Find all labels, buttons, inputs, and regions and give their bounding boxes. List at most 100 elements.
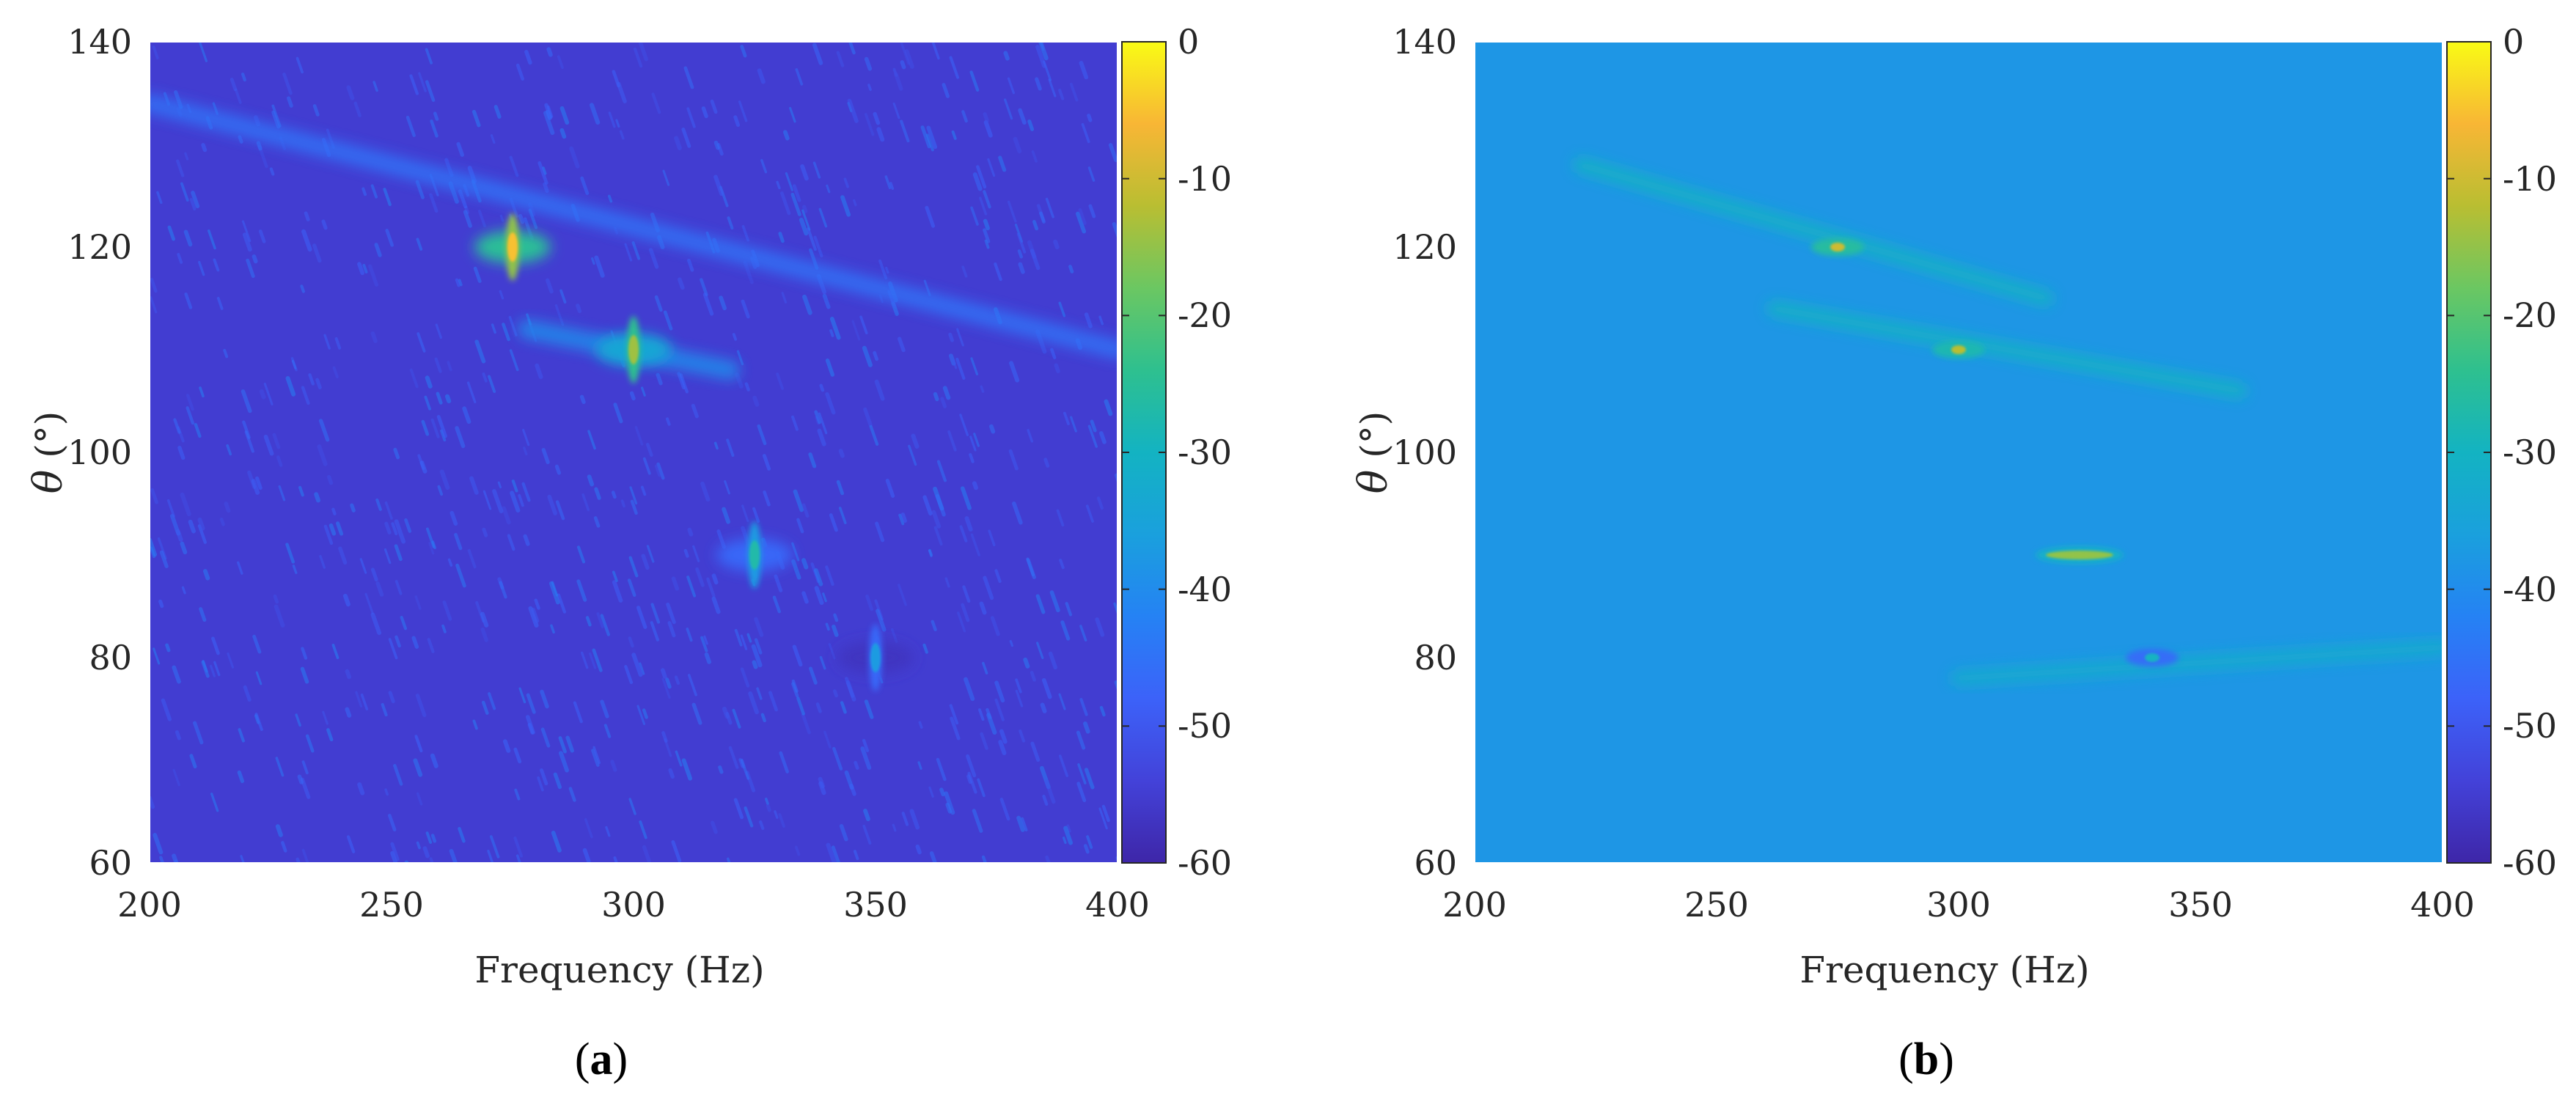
noise-speck <box>332 366 339 378</box>
noise-speck <box>1098 315 1104 326</box>
noise-speck <box>557 593 567 614</box>
noise-speck <box>499 214 504 222</box>
noise-speck <box>425 831 433 844</box>
noise-speck <box>433 111 439 121</box>
noise-speck <box>1023 657 1030 669</box>
noise-speck <box>186 394 194 411</box>
noise-speck <box>181 586 186 595</box>
noise-speck <box>1007 200 1017 223</box>
noise-speck <box>1086 835 1093 849</box>
noise-speck <box>414 595 422 610</box>
noise-speck <box>394 544 403 562</box>
colorbar-tick-label: -40 <box>1178 570 1232 609</box>
noise-speck <box>743 260 754 284</box>
noise-speck <box>660 668 667 679</box>
noise-speck <box>847 98 859 123</box>
noise-speck <box>911 433 920 449</box>
noise-speck <box>364 592 374 614</box>
noise-speck <box>153 833 164 855</box>
noise-speck <box>838 449 845 458</box>
heatmap-panel-b: 140 120 100 80 60 200 250 300 350 400 Fr… <box>1350 22 2557 1084</box>
noise-speck <box>713 441 719 450</box>
noise-speck <box>409 368 419 389</box>
noise-speck <box>1058 89 1065 100</box>
noise-speck <box>417 332 426 353</box>
noise-speck <box>741 225 749 242</box>
noise-speck <box>789 106 796 123</box>
noise-speck <box>807 227 817 251</box>
noise-speck <box>1063 826 1074 845</box>
noise-speck <box>535 363 543 380</box>
noise-speck <box>825 392 836 415</box>
noise-speck <box>641 554 650 570</box>
x-ticks-b: 200 250 300 350 400 <box>1442 885 2475 925</box>
noise-speck <box>796 696 805 716</box>
noise-speck <box>823 730 832 749</box>
noise-speck <box>531 607 540 623</box>
noise-speck <box>305 734 315 753</box>
x-tick-label: 350 <box>2168 885 2233 925</box>
noise-speck <box>687 527 694 537</box>
noise-speck <box>482 490 492 510</box>
noise-speck <box>867 84 872 91</box>
features-b <box>1573 157 2443 686</box>
noise-speck <box>600 699 609 718</box>
noise-speck <box>892 823 897 832</box>
noise-speck <box>619 130 625 140</box>
noise-speck <box>430 753 438 768</box>
y-axis-label-b: θ(°) <box>1350 411 1396 494</box>
noise-speck <box>925 205 936 228</box>
noise-speck <box>785 172 793 191</box>
noise-speck <box>373 81 378 92</box>
noise-speck <box>492 489 504 514</box>
noise-speck <box>726 857 731 863</box>
colorbar-ticks-a <box>1122 41 1166 864</box>
noise-speck <box>641 386 646 397</box>
noise-speck <box>726 438 735 457</box>
noise-speck <box>792 184 801 202</box>
noise-speck <box>668 768 675 779</box>
noise-speck <box>525 715 535 735</box>
y-axis-label: θ(°) <box>1350 411 1396 494</box>
noise-speck <box>704 652 711 664</box>
noise-speck <box>782 130 790 141</box>
noise-speck <box>211 636 220 655</box>
noise-speck <box>150 296 158 314</box>
noise-speck <box>663 310 673 331</box>
noise-speck <box>329 523 337 536</box>
heatmap-panel-a: 140 120 100 80 60 200 250 300 350 400 Fr… <box>25 22 1232 1084</box>
noise-speck <box>189 198 197 211</box>
noise-speck <box>1035 77 1042 91</box>
noise-speck <box>540 768 548 786</box>
noise-speck <box>828 643 836 660</box>
noise-speck <box>336 521 344 536</box>
noise-speck <box>499 581 507 599</box>
noise-speck <box>624 243 633 262</box>
noise-speck <box>296 857 301 863</box>
noise-speck <box>801 591 809 604</box>
noise-speck <box>978 708 985 721</box>
noise-speck <box>922 495 933 516</box>
noise-speck <box>528 606 539 628</box>
noise-speck <box>241 389 252 413</box>
noise-speck <box>589 652 597 669</box>
noise-speck <box>840 701 847 714</box>
noise-speck <box>242 420 251 439</box>
noise-speck <box>480 627 488 642</box>
noise-speck <box>419 460 428 474</box>
noise-speck <box>592 648 603 672</box>
noise-speck <box>522 428 530 446</box>
noise-speck <box>455 563 466 588</box>
noise-speck <box>874 379 885 401</box>
noise-speck <box>587 430 596 450</box>
noise-speck <box>700 278 708 297</box>
noise-speck <box>177 252 183 264</box>
noise-speck <box>581 651 589 669</box>
noise-speck <box>223 348 229 359</box>
noise-speck <box>977 778 986 798</box>
noise-speck <box>1104 399 1113 416</box>
noise-speck <box>1017 249 1023 259</box>
noise-speck <box>1114 680 1118 692</box>
noise-speck <box>1035 45 1046 68</box>
noise-speck <box>998 155 1007 172</box>
